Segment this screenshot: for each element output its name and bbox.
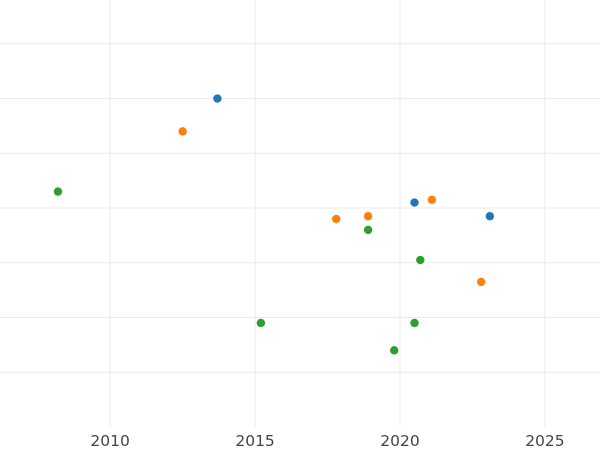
data-point-series-1 (213, 94, 222, 103)
x-tick-label: 2015 (235, 432, 274, 450)
data-point-series-1 (485, 212, 495, 221)
x-axis-ticks: 2010 2015 2020 2025 (90, 432, 564, 450)
data-point-series-3 (390, 346, 399, 355)
data-point-series-2 (427, 195, 437, 205)
x-tick-label: 2020 (380, 432, 419, 450)
data-points (53, 94, 495, 355)
data-point-series-2 (332, 214, 341, 224)
grid-lines (0, 0, 600, 427)
data-point-series-2 (178, 127, 187, 136)
data-point-series-3 (363, 225, 373, 235)
data-point-series-2 (476, 277, 486, 287)
data-point-series-3 (416, 255, 425, 265)
data-point-series-1 (410, 198, 419, 207)
data-point-series-3 (256, 318, 266, 328)
data-point-series-2 (363, 212, 373, 221)
data-point-series-3 (53, 187, 63, 196)
x-tick-label: 2025 (525, 432, 564, 450)
data-point-series-3 (410, 318, 419, 328)
x-tick-label: 2010 (90, 432, 129, 450)
